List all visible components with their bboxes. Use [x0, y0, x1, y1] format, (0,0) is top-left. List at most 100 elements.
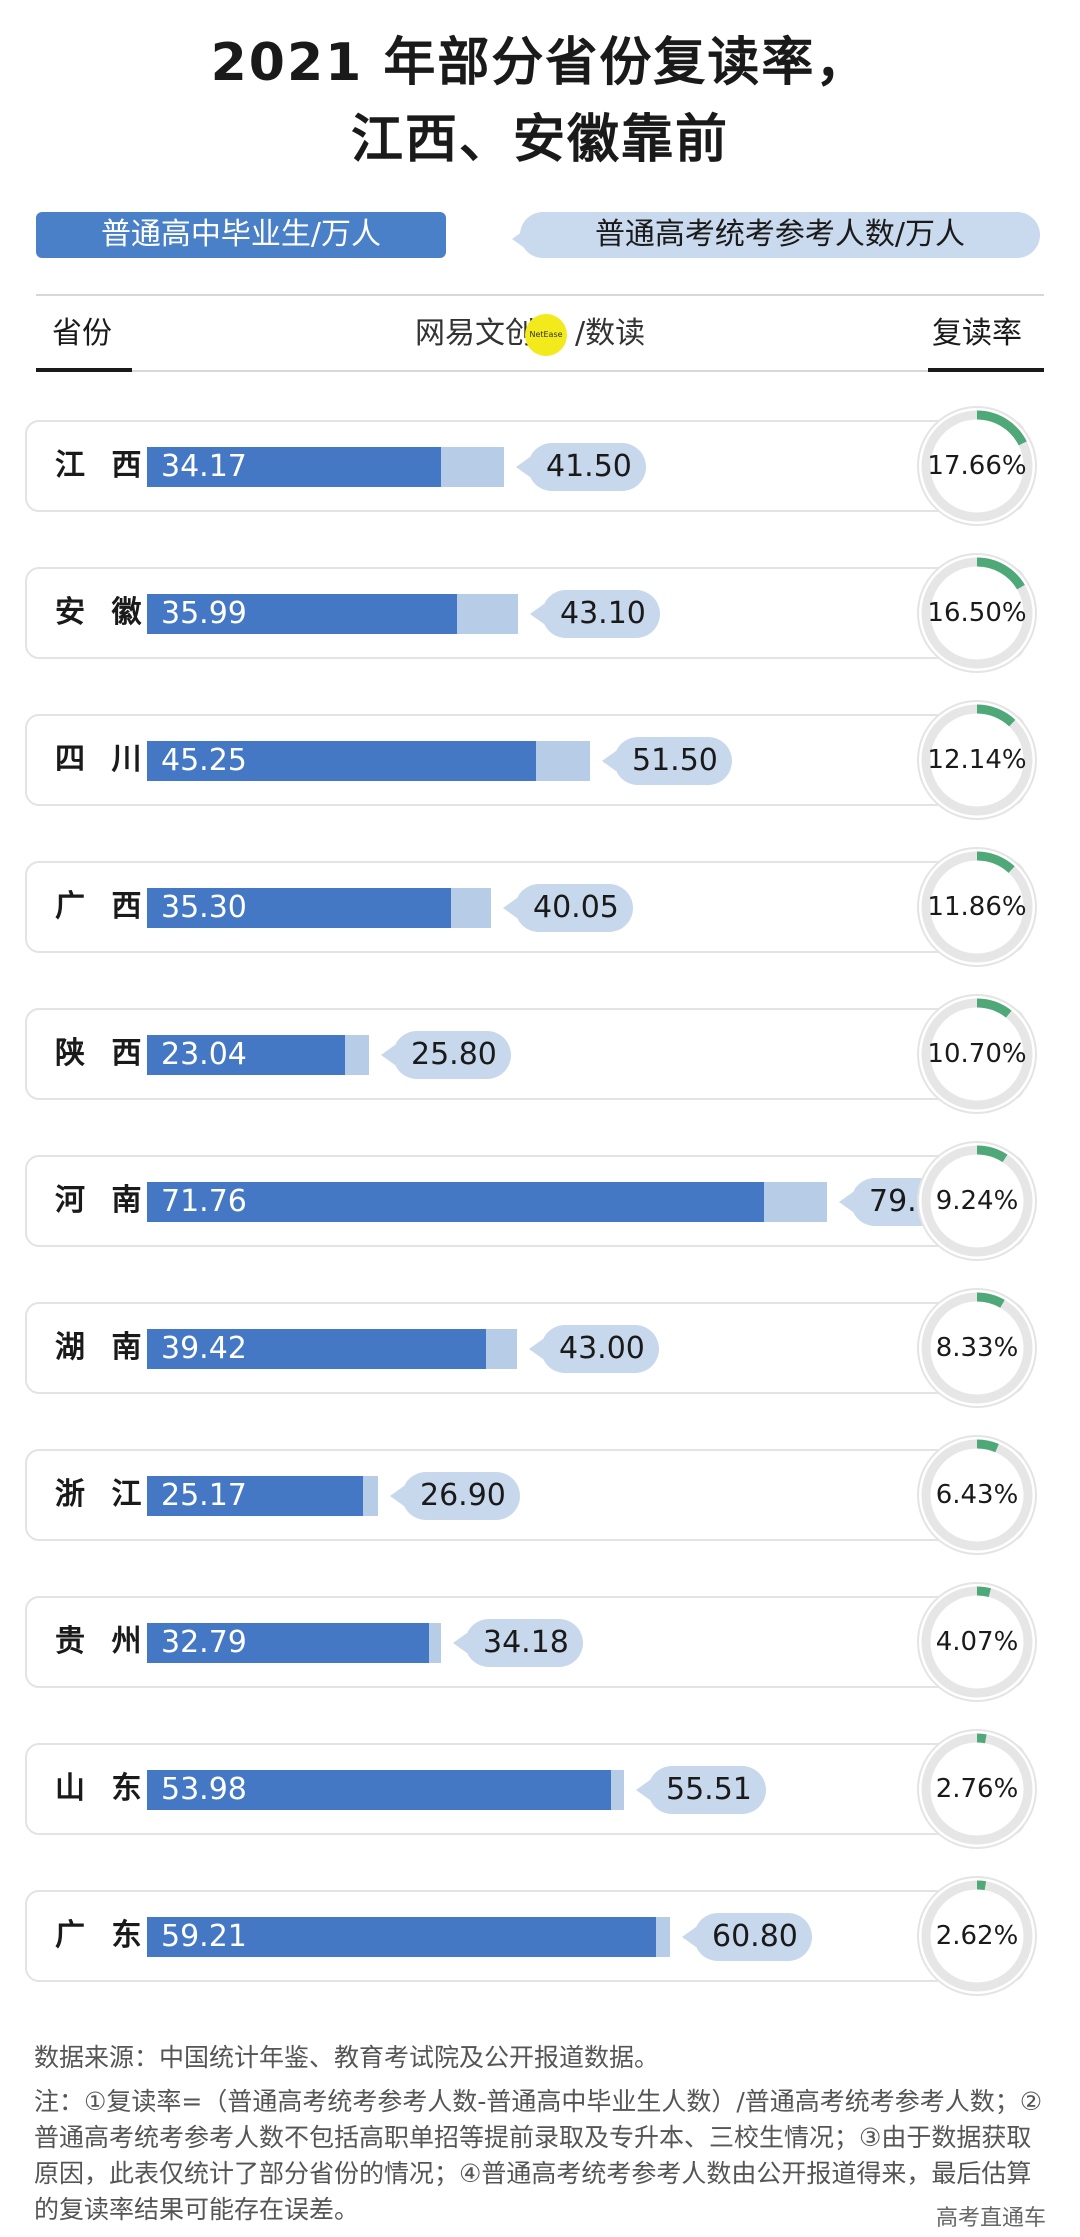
header-bottom-rule [36, 370, 1044, 372]
rate-donut-svg [917, 700, 1037, 820]
row-card: 河 南 71.76 79.07 [25, 1155, 1025, 1247]
value-pill-tail [503, 898, 517, 918]
rate-arc [921, 1439, 1033, 1551]
rate-donut-svg [917, 1435, 1037, 1555]
graduates-value: 53.98 [161, 1772, 247, 1807]
graduates-bar: 39.42 [147, 1329, 486, 1369]
header-province-underline [36, 368, 132, 372]
rate-donut-svg [917, 1141, 1037, 1261]
graduates-bar: 23.04 [147, 1035, 345, 1075]
rate-arc [921, 851, 1033, 963]
rate-donut-bg [917, 1729, 1037, 1849]
rate-donut-svg [917, 553, 1037, 673]
graduates-bar: 34.17 [147, 447, 441, 487]
rate-donut: 6.43% [916, 1434, 1038, 1556]
rate-value: 11.86% [927, 892, 1027, 922]
rate-donut-svg [917, 994, 1037, 1114]
exam-takers-number: 43.10 [560, 596, 646, 631]
rate-donut: 10.70% [916, 993, 1038, 1115]
exam-takers-number: 43.00 [559, 1331, 645, 1366]
province-label: 四 川 [55, 742, 150, 777]
rate-arc [921, 410, 1033, 522]
graduates-value: 25.17 [161, 1478, 247, 1513]
graduates-bar: 35.30 [147, 888, 451, 928]
legend-exam-takers: 普通高考统考参考人数/万人 [520, 212, 1040, 258]
exam-takers-value: 34.18 [453, 1619, 583, 1667]
row-card: 广 东 59.21 60.80 [25, 1890, 1025, 1982]
row-card: 浙 江 25.17 26.90 [25, 1449, 1025, 1541]
rate-donut-bg [917, 700, 1037, 820]
exam-takers-value: 40.05 [503, 884, 633, 932]
graduates-value: 35.30 [161, 890, 247, 925]
brand-watermark: 高考直通车 [935, 2206, 1046, 2231]
graduates-bar: 59.21 [147, 1917, 656, 1957]
header-top-rule [36, 294, 1044, 296]
row-card: 四 川 45.25 51.50 [25, 714, 1025, 806]
rate-donut: 17.66% [916, 405, 1038, 527]
rate-arc [921, 1586, 1033, 1698]
rate-arc [921, 1145, 1033, 1257]
rate-donut-bg [917, 1876, 1037, 1996]
graduates-bar: 35.99 [147, 594, 457, 634]
graduates-value: 35.99 [161, 596, 247, 631]
exam-takers-value: 26.90 [390, 1472, 520, 1520]
rate-arc [921, 1292, 1033, 1404]
rate-donut: 16.50% [916, 552, 1038, 674]
rate-donut: 4.07% [916, 1581, 1038, 1703]
rate-donut-bg [917, 553, 1037, 673]
rate-arc [921, 998, 1033, 1110]
province-label: 广 西 [55, 889, 150, 924]
graduates-bar: 32.79 [147, 1623, 429, 1663]
province-label: 贵 州 [55, 1624, 150, 1659]
value-pill-tail [839, 1192, 853, 1212]
rate-arc [921, 1733, 1033, 1845]
graduates-value: 34.17 [161, 449, 247, 484]
rate-value: 4.07% [935, 1627, 1019, 1657]
graduates-value: 23.04 [161, 1037, 247, 1072]
rate-donut-svg [917, 1288, 1037, 1408]
row-card: 湖 南 39.42 43.00 [25, 1302, 1025, 1394]
rate-donut-svg [917, 406, 1037, 526]
value-pill-tail [602, 751, 616, 771]
header-credit-suffix: /数读 [575, 316, 646, 351]
chart-subtitle: 江西、安徽靠前 [350, 110, 729, 170]
exam-takers-value: 55.51 [636, 1766, 766, 1814]
exam-takers-number: 51.50 [632, 743, 718, 778]
rate-donut-bg [917, 1288, 1037, 1408]
row-card: 安 徽 35.99 43.10 [25, 567, 1025, 659]
rate-donut-svg [917, 847, 1037, 967]
province-label: 河 南 [55, 1183, 150, 1218]
exam-takers-number: 60.80 [712, 1919, 798, 1954]
header-rate-underline [928, 368, 1044, 372]
row-card: 山 东 53.98 55.51 [25, 1743, 1025, 1835]
value-pill-tail [682, 1927, 696, 1947]
rate-arc [921, 557, 1033, 669]
province-label: 湖 南 [55, 1330, 150, 1365]
exam-takers-value: 43.00 [529, 1325, 659, 1373]
rate-donut: 2.62% [916, 1875, 1038, 1997]
rate-value: 10.70% [927, 1039, 1027, 1069]
graduates-value: 59.21 [161, 1919, 247, 1954]
rate-value: 2.62% [935, 1921, 1019, 1951]
graduates-bar: 25.17 [147, 1476, 363, 1516]
rate-value: 2.76% [935, 1774, 1019, 1804]
exam-takers-number: 25.80 [411, 1037, 497, 1072]
rate-donut-bg [917, 1582, 1037, 1702]
value-pill-tail [530, 604, 544, 624]
rate-donut-bg [917, 847, 1037, 967]
province-label: 浙 江 [55, 1477, 150, 1512]
province-label: 山 东 [55, 1771, 150, 1806]
value-pill-tail [453, 1633, 467, 1653]
graduates-value: 71.76 [161, 1184, 247, 1219]
rate-donut: 9.24% [916, 1140, 1038, 1262]
exam-takers-number: 26.90 [420, 1478, 506, 1513]
rate-donut-bg [917, 1141, 1037, 1261]
row-card: 江 西 34.17 41.50 [25, 420, 1025, 512]
footnote: 注：①复读率=（普通高考统考参考人数-普通高中毕业生人数）/普通高考统考参考人数… [34, 2087, 1043, 2224]
graduates-bar: 53.98 [147, 1770, 611, 1810]
exam-takers-value: 43.10 [530, 590, 660, 638]
rate-donut-svg [917, 1876, 1037, 1996]
rate-value: 6.43% [935, 1480, 1019, 1510]
rate-donut-svg [917, 1729, 1037, 1849]
province-label: 江 西 [55, 448, 150, 483]
